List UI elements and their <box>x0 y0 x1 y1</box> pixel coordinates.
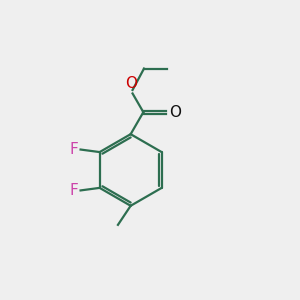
Text: F: F <box>69 183 78 198</box>
Text: F: F <box>69 142 78 157</box>
Text: O: O <box>169 105 181 120</box>
Text: O: O <box>125 76 137 91</box>
